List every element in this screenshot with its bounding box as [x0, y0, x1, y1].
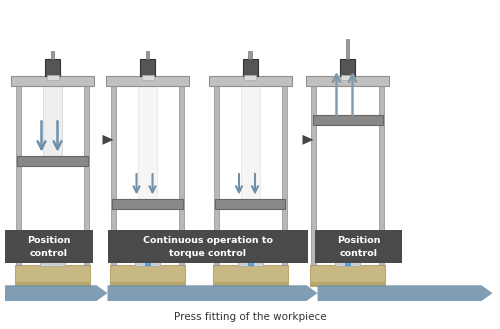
FancyBboxPatch shape: [46, 75, 58, 80]
Text: Position
control: Position control: [337, 236, 380, 258]
FancyBboxPatch shape: [110, 265, 185, 286]
FancyBboxPatch shape: [248, 51, 252, 59]
FancyBboxPatch shape: [335, 245, 360, 266]
FancyBboxPatch shape: [43, 86, 62, 156]
FancyBboxPatch shape: [379, 86, 384, 265]
FancyBboxPatch shape: [310, 265, 385, 286]
FancyBboxPatch shape: [346, 39, 349, 59]
Polygon shape: [318, 285, 492, 301]
FancyBboxPatch shape: [311, 86, 316, 265]
FancyBboxPatch shape: [248, 250, 252, 265]
Text: Press fitting of the workpiece: Press fitting of the workpiece: [174, 313, 326, 322]
FancyBboxPatch shape: [15, 265, 90, 286]
FancyBboxPatch shape: [310, 282, 385, 286]
FancyBboxPatch shape: [244, 75, 256, 80]
Text: Position
control: Position control: [27, 236, 70, 258]
Polygon shape: [102, 135, 114, 145]
FancyBboxPatch shape: [84, 86, 89, 265]
FancyBboxPatch shape: [238, 245, 262, 266]
FancyBboxPatch shape: [240, 86, 260, 199]
FancyBboxPatch shape: [315, 230, 402, 263]
FancyBboxPatch shape: [15, 282, 90, 286]
FancyBboxPatch shape: [18, 156, 87, 166]
FancyBboxPatch shape: [50, 245, 55, 256]
FancyBboxPatch shape: [212, 282, 288, 286]
FancyBboxPatch shape: [146, 51, 149, 59]
FancyBboxPatch shape: [179, 86, 184, 265]
FancyBboxPatch shape: [40, 245, 65, 266]
FancyBboxPatch shape: [16, 86, 21, 265]
FancyBboxPatch shape: [340, 59, 355, 76]
FancyBboxPatch shape: [106, 76, 189, 86]
FancyBboxPatch shape: [51, 51, 54, 59]
FancyBboxPatch shape: [312, 115, 382, 125]
FancyBboxPatch shape: [306, 76, 389, 86]
FancyBboxPatch shape: [345, 250, 350, 265]
Polygon shape: [5, 285, 108, 301]
FancyBboxPatch shape: [142, 75, 154, 80]
FancyBboxPatch shape: [342, 75, 353, 80]
FancyBboxPatch shape: [11, 76, 94, 86]
FancyBboxPatch shape: [145, 250, 150, 265]
Polygon shape: [108, 285, 318, 301]
FancyBboxPatch shape: [5, 230, 92, 263]
FancyBboxPatch shape: [282, 86, 286, 265]
FancyBboxPatch shape: [140, 59, 155, 76]
FancyBboxPatch shape: [108, 230, 308, 263]
FancyBboxPatch shape: [135, 245, 160, 266]
FancyBboxPatch shape: [138, 86, 157, 199]
FancyBboxPatch shape: [112, 199, 182, 209]
FancyBboxPatch shape: [212, 265, 288, 286]
FancyBboxPatch shape: [111, 86, 116, 265]
FancyBboxPatch shape: [242, 59, 258, 76]
FancyBboxPatch shape: [215, 199, 285, 209]
Text: Continuous operation to
torque control: Continuous operation to torque control: [142, 236, 272, 258]
FancyBboxPatch shape: [45, 59, 60, 76]
FancyBboxPatch shape: [214, 86, 218, 265]
Polygon shape: [302, 135, 314, 145]
FancyBboxPatch shape: [110, 282, 185, 286]
FancyBboxPatch shape: [208, 76, 292, 86]
